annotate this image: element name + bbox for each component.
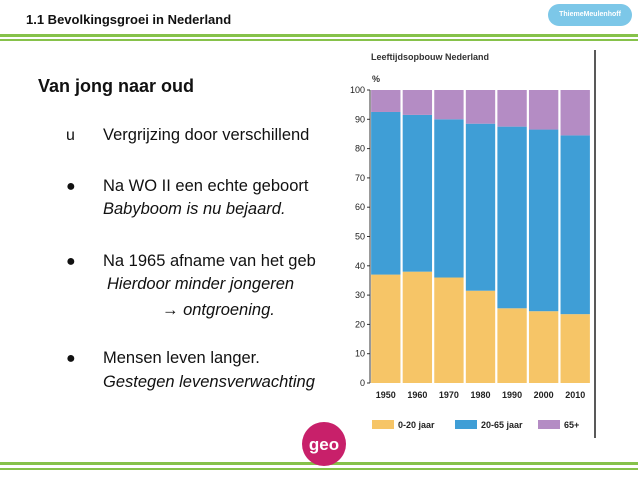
bullet-list: u Vergrijzing door verschillend ● Na WO … [66,126,316,391]
bar-segment [497,90,527,127]
y-tick-label: 10 [355,349,365,359]
bullet-text: Vergrijzing door verschillend [103,126,310,144]
legend-label: 65+ [564,420,579,430]
bullet-marker: ● [66,253,76,270]
bullet-text: Na 1965 afname van het geb [103,252,316,270]
bar-segment [528,90,559,130]
x-tick-label: 1960 [407,390,427,400]
y-tick-label: 40 [355,261,365,271]
plot-area: 0 10 20 30 40 50 60 70 80 90 100 1950 1960 1970 1980 19… [350,85,590,400]
bar-segment [402,114,433,272]
age-structure-chart: Leeftijdsopbouw Nederland % 0 10 20 30 40 50 6… [345,46,598,438]
y-tick-label: 80 [355,144,365,154]
bullet-subtext: → ontgroening. [162,301,275,319]
legend-swatch [455,420,477,429]
bullet-subtext: Gestegen levensverwachting [103,373,315,391]
bar-segment [560,314,590,383]
bar-segment [434,119,464,278]
bar-segment [402,90,433,115]
bullet-marker: ● [66,178,76,195]
header-divider [0,34,638,37]
geo-logo-text: geo [309,435,339,454]
bullet-subtext: Babyboom is nu bejaard. [103,200,286,218]
x-tick-label: 2010 [565,390,585,400]
legend-swatch [538,420,560,429]
header-divider-thin [0,39,638,41]
bullet-text: Na WO II een echte geboort [103,177,309,195]
bar-segment [402,271,433,383]
y-tick-label: 90 [355,114,365,124]
header: 1.1 Bevolkingsgroei in Nederland ThiemeM… [0,0,638,38]
section-title: Van jong naar oud [38,76,195,96]
y-tick-label: 100 [350,85,365,95]
geo-logo-circle [302,422,346,466]
y-tick-label: 20 [355,319,365,329]
chart-legend: 0-20 jaar 20-65 jaar 65+ [372,420,579,430]
legend-swatch [372,420,394,429]
bar-segment [497,308,527,383]
x-tick-label: 1990 [502,390,522,400]
x-tick-label: 1970 [439,390,459,400]
y-tick-label: 50 [355,232,365,242]
bar-segment [434,90,464,120]
footer-divider-thin [0,468,638,470]
bar-segment [434,277,464,383]
y-tick-label: 0 [360,378,365,388]
bar-segment [371,90,401,112]
y-axis-label: % [372,74,380,84]
x-tick-label: 2000 [534,390,554,400]
bar-segment [371,111,401,275]
bullet-subtext: Hierdoor minder jongeren [107,275,295,293]
bar-segment [560,90,590,136]
y-tick-label: 30 [355,290,365,300]
bar-segment [560,135,590,315]
bar-segment [528,311,559,383]
bar-segment [371,274,401,383]
legend-label: 0-20 jaar [398,420,435,430]
x-tick-label: 1950 [376,390,396,400]
bar-segment [465,123,496,291]
geo-logo: geo [302,422,346,466]
bar-segment [497,126,527,309]
bar-segment [465,290,496,383]
bullet-text: Mensen leven langer. [103,349,260,367]
chart-canvas: Leeftijdsopbouw Nederland % 0 10 20 30 40 50 6… [350,50,596,438]
publisher-logo: ThiemeMeulenhoff [548,4,632,26]
x-tick-label: 1980 [470,390,490,400]
bullet-marker: ● [66,350,76,367]
bar-segment [528,129,559,312]
chart-title: Leeftijdsopbouw Nederland [371,52,489,62]
y-tick-label: 60 [355,202,365,212]
bullet-marker: u [66,127,75,144]
bar-segment [465,90,496,124]
legend-label: 20-65 jaar [481,420,523,430]
y-tick-label: 70 [355,173,365,183]
slide-title: 1.1 Bevolkingsgroei in Nederland [26,12,232,27]
